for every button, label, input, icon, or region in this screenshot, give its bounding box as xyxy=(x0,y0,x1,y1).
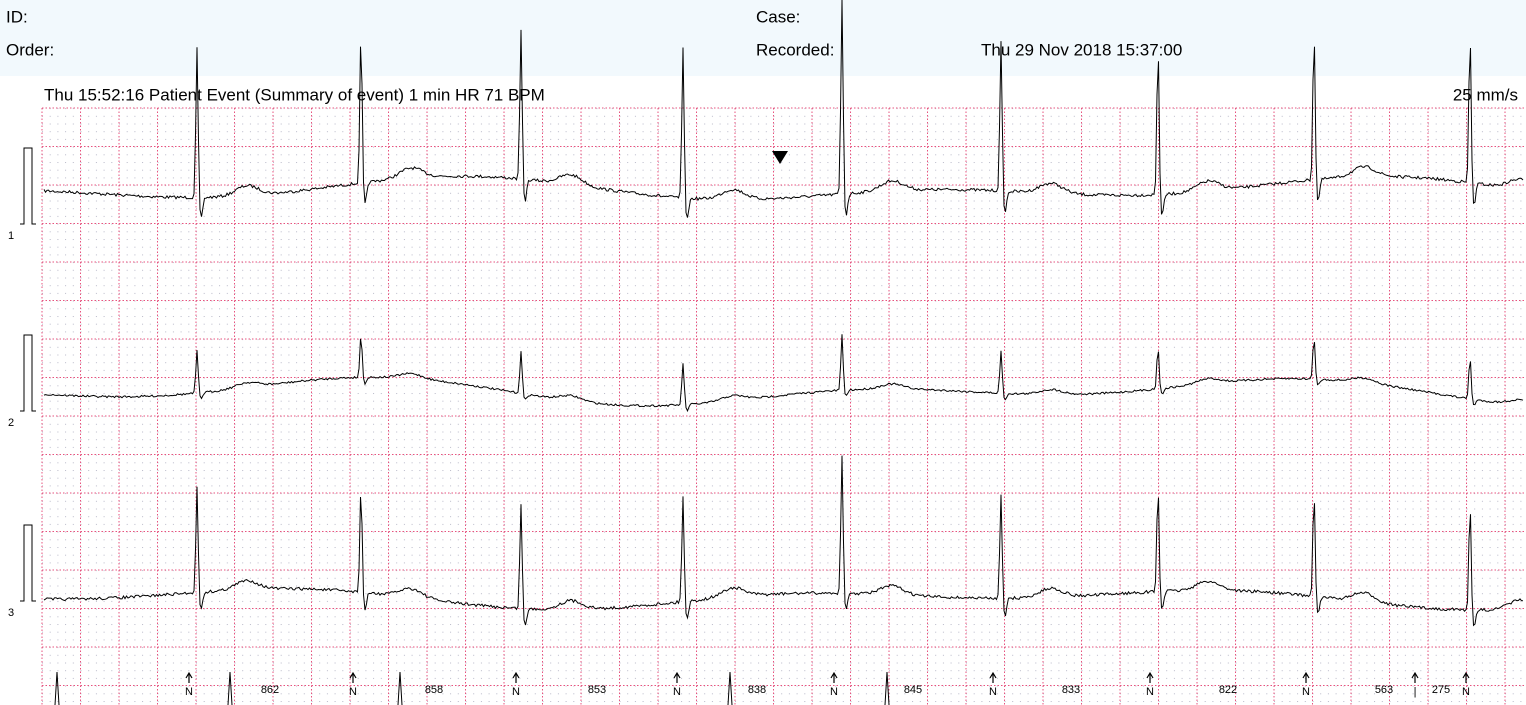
beat-arrow xyxy=(1411,671,1419,683)
lead-label: 1 xyxy=(8,230,14,242)
lead-label: 3 xyxy=(8,607,14,619)
beat-label: N xyxy=(185,686,193,698)
beat-label: N xyxy=(1146,686,1154,698)
beat-label: N xyxy=(1462,686,1470,698)
beat-arrow xyxy=(512,671,520,683)
beat-arrow xyxy=(989,671,997,683)
ecg-trace xyxy=(43,455,1524,627)
ecg-trace xyxy=(43,0,1524,218)
major-grid xyxy=(41,107,1526,705)
beat-arrow xyxy=(1146,671,1154,683)
header-background xyxy=(0,0,1526,76)
rr-interval: 833 xyxy=(1062,684,1080,696)
lead-label: 2 xyxy=(8,417,14,429)
recorded-value: Thu 29 Nov 2018 15:37:00 xyxy=(981,40,1182,59)
beat-arrow xyxy=(185,671,193,683)
beat-arrow xyxy=(673,671,681,683)
beat-label: N xyxy=(830,686,838,698)
beat-arrow xyxy=(830,671,838,683)
rr-interval: 845 xyxy=(904,684,922,696)
beat-arrow xyxy=(1462,671,1470,683)
lead-calibrations: 1 2 3 xyxy=(8,147,36,619)
ecg-trace xyxy=(397,671,403,705)
beat-label: N xyxy=(989,686,997,698)
ecg-trace xyxy=(727,671,733,705)
id-label: ID: xyxy=(6,7,28,26)
beat-annotations: N N N N N N N N | N 862 858 853 838 845 833 822 563 275 xyxy=(185,671,1470,698)
order-label: Order: xyxy=(6,40,54,59)
beat-arrow xyxy=(349,671,357,683)
calibration-pulse xyxy=(20,524,36,602)
beat-label: | xyxy=(1414,686,1417,698)
beat-label: N xyxy=(1302,686,1310,698)
rr-interval: 822 xyxy=(1219,684,1237,696)
calibration-pulse xyxy=(20,334,36,412)
rr-interval: 862 xyxy=(261,684,279,696)
beat-label: N xyxy=(673,686,681,698)
calibration-pulse xyxy=(20,147,36,225)
beat-arrow xyxy=(1302,671,1310,683)
ecg-trace xyxy=(884,671,890,705)
ecg-trace xyxy=(54,671,60,705)
recorded-label: Recorded: xyxy=(756,40,834,59)
beat-label: N xyxy=(349,686,357,698)
strip-title: Thu 15:52:16 Patient Event (Summary of e… xyxy=(44,85,545,104)
minor-grid xyxy=(42,108,1526,705)
ecg-trace xyxy=(43,334,1524,413)
rr-interval: 858 xyxy=(425,684,443,696)
ecg-trace xyxy=(227,671,233,705)
beat-label: N xyxy=(512,686,520,698)
rr-interval: 275 xyxy=(1432,684,1450,696)
rr-interval: 838 xyxy=(748,684,766,696)
rr-interval: 853 xyxy=(588,684,606,696)
case-label: Case: xyxy=(756,7,800,26)
waveforms xyxy=(43,0,1524,705)
paper-speed: 25 mm/s xyxy=(1453,85,1518,104)
rr-interval: 563 xyxy=(1375,684,1393,696)
event-marker xyxy=(772,151,788,164)
